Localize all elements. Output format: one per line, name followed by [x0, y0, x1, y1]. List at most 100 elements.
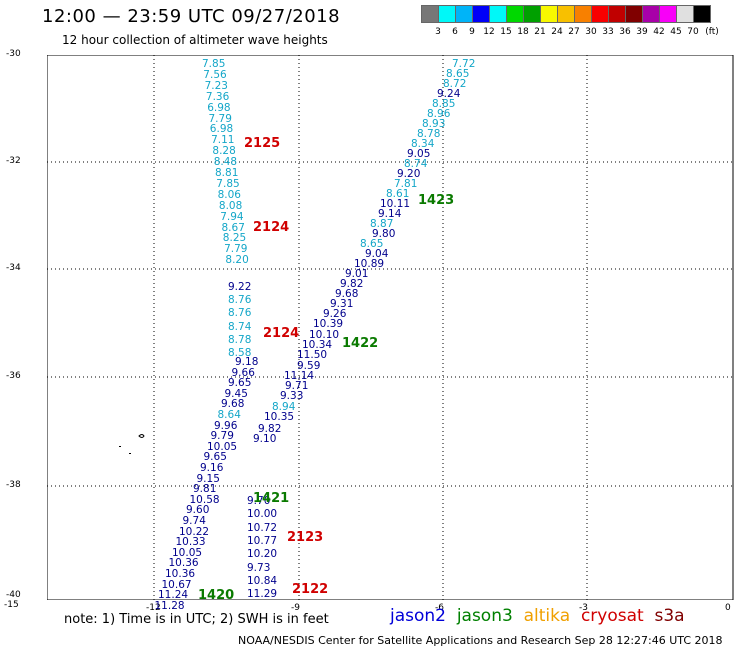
swh-value-label: 10.58	[189, 493, 220, 506]
gridlines	[47, 55, 733, 600]
swh-value-label: 8.78	[228, 333, 252, 346]
scale-swatch	[472, 5, 490, 23]
scale-unit: (ft)	[705, 27, 719, 37]
swh-value-label: 9.66	[231, 366, 255, 379]
scale-swatch	[557, 5, 575, 23]
scale-swatch	[489, 5, 507, 23]
swh-value-label: 8.08	[218, 199, 243, 212]
swh-value-label: 8.74	[228, 320, 252, 333]
swh-value-label: 8.58	[228, 347, 252, 359]
x-tick-label: -12	[146, 603, 161, 613]
scale-swatch	[523, 5, 541, 23]
swh-value-label: 10.35	[264, 411, 295, 423]
swh-value-label: 10.34	[302, 339, 333, 351]
footer-credit: NOAA/NESDIS Center for Satellite Applica…	[238, 634, 723, 647]
swh-value-label: 8.76	[228, 307, 252, 320]
scale-tick-label: 36	[619, 27, 631, 37]
swh-value-label: 7.85	[216, 177, 240, 190]
scale-swatch	[506, 5, 524, 23]
swh-value-label: 7.79	[224, 243, 248, 256]
swh-value-label: 9.79	[210, 430, 234, 443]
scale-swatch	[455, 5, 473, 23]
pass-number-label: 1423	[418, 193, 455, 208]
swh-value-label: 10.00	[247, 508, 278, 521]
swh-value-label: 10.20	[247, 548, 278, 561]
scale-tick-label: 12	[483, 27, 495, 37]
pass-number-label: 2124	[253, 220, 290, 235]
pass-number-label: 1422	[342, 336, 379, 351]
swh-value-label: 9.68	[335, 288, 359, 300]
swh-value-label: 8.74	[404, 158, 428, 170]
swh-value-label: 7.85	[202, 58, 226, 70]
satellite-legend: jason2 jason3 altika cryosat s3a	[390, 606, 685, 626]
swh-value-label: 6.98	[209, 123, 234, 136]
swh-value-label: 9.16	[200, 462, 224, 474]
swh-value-label: 7.56	[203, 68, 227, 81]
swh-value-label: 8.61	[386, 188, 410, 200]
x-tick-label: -6	[435, 603, 444, 613]
scale-tick-label: 70	[687, 27, 699, 37]
scale-tick-label: 3	[435, 27, 441, 37]
swh-value-label: 8.65	[360, 238, 384, 250]
swh-value-label: 8.64	[217, 409, 241, 421]
swh-value-label: 8.85	[432, 98, 456, 110]
swh-value-label: 10.39	[313, 318, 344, 330]
swh-value-label: 7.79	[208, 112, 232, 125]
swh-value-label: 7.11	[211, 134, 235, 147]
pass-number-label: 1421	[253, 491, 290, 506]
swh-value-label: 8.25	[222, 232, 247, 245]
swh-value-label: 10.36	[165, 568, 196, 580]
scale-tick-label: 39	[636, 27, 648, 37]
swh-value-label: 7.81	[394, 178, 418, 190]
swh-value-label: 9.10	[253, 433, 277, 445]
pass-number-label: 2123	[287, 530, 324, 545]
swh-value-label: 9.65	[228, 377, 252, 390]
swh-value-label: 9.05	[407, 148, 431, 160]
swh-value-label: 9.74	[182, 515, 206, 527]
swh-value-label: 8.94	[272, 401, 296, 413]
swh-value-label: 9.68	[221, 398, 245, 411]
scale-tick-label: 30	[585, 27, 597, 37]
swh-value-label: 9.20	[397, 168, 421, 180]
swh-value-label: 11.28	[154, 599, 185, 612]
scale-tick-label: 9	[469, 27, 475, 37]
swh-value-label: 8.20	[225, 254, 249, 267]
swh-value-label: 10.22	[179, 525, 210, 538]
swh-value-label: 8.96	[427, 108, 451, 120]
scale-swatch	[574, 5, 592, 23]
swh-value-label: 9.73	[247, 561, 271, 574]
scale-tick-label: 27	[568, 27, 580, 37]
swh-value-label: 9.26	[323, 308, 347, 320]
pass-number-label: 2124	[263, 326, 300, 341]
swh-value-label: 9.22	[228, 281, 252, 293]
swh-value-label: 8.87	[370, 218, 394, 230]
swh-value-label: 9.81	[193, 483, 217, 496]
chart-title: 12:00 — 23:59 UTC 09/27/2018	[42, 6, 341, 27]
swh-value-label: 8.06	[217, 188, 241, 201]
swh-value-label: 8.28	[212, 145, 236, 158]
scale-tick-label: 6	[452, 27, 458, 37]
swh-value-label: 10.84	[247, 574, 278, 587]
swh-value-label: 11.14	[284, 370, 315, 382]
chart-subtitle: 12 hour collection of altimeter wave hei…	[62, 33, 328, 47]
swh-value-label: 8.72	[443, 78, 467, 90]
y-tick-label: -30	[6, 49, 21, 59]
y-tick-label: -36	[6, 371, 21, 381]
swh-value-label: 9.70	[247, 495, 271, 507]
coastline-island	[138, 434, 145, 438]
legend-altika: altika	[523, 606, 571, 626]
swh-value-label: 10.10	[309, 329, 340, 341]
swh-value-label: 9.33	[280, 390, 304, 402]
swh-value-label: 9.45	[224, 387, 248, 400]
swh-value-label: 10.36	[168, 557, 199, 570]
swh-value-label: 11.29	[247, 588, 278, 601]
map-plot	[47, 55, 734, 600]
x-tick-label: -3	[579, 603, 588, 613]
y-tick-label: -40	[6, 590, 21, 600]
plot-frame	[47, 55, 734, 600]
swh-value-label: 8.78	[417, 128, 441, 140]
swh-value-label: 9.01	[345, 268, 369, 280]
x-tick-label: 0	[725, 603, 731, 613]
scale-swatch	[642, 5, 660, 23]
swh-value-label: 8.81	[215, 167, 239, 179]
